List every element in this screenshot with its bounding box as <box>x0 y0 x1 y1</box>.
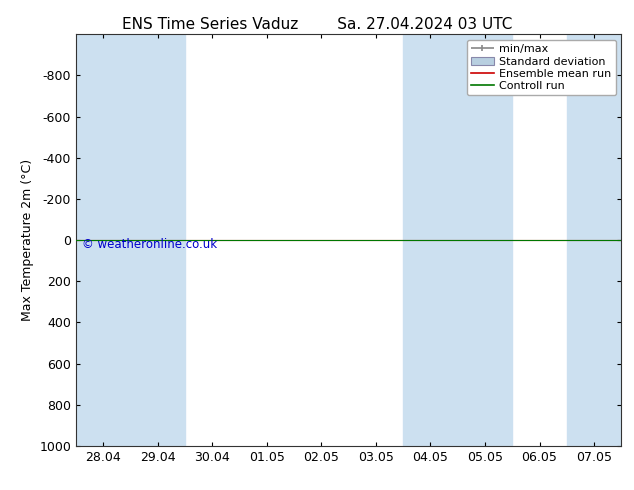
Y-axis label: Max Temperature 2m (°C): Max Temperature 2m (°C) <box>21 159 34 321</box>
Bar <box>76 34 131 446</box>
Bar <box>403 34 458 446</box>
Text: ENS Time Series Vaduz        Sa. 27.04.2024 03 UTC: ENS Time Series Vaduz Sa. 27.04.2024 03 … <box>122 17 512 32</box>
Bar <box>458 34 512 446</box>
Bar <box>131 34 185 446</box>
Bar <box>567 34 621 446</box>
Legend: min/max, Standard deviation, Ensemble mean run, Controll run: min/max, Standard deviation, Ensemble me… <box>467 40 616 96</box>
Text: © weatheronline.co.uk: © weatheronline.co.uk <box>82 238 217 251</box>
